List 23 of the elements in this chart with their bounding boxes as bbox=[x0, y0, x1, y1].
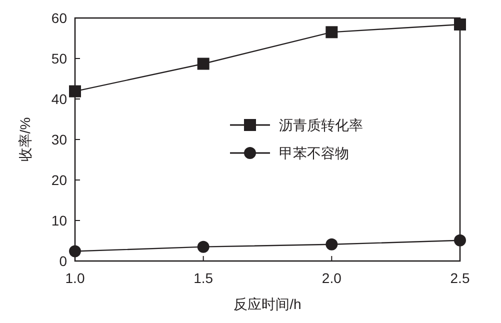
x-tick-label: 1.5 bbox=[194, 270, 214, 286]
y-tick-label: 10 bbox=[51, 212, 68, 228]
y-tick-label: 20 bbox=[51, 172, 68, 188]
point bbox=[454, 18, 466, 30]
x-tick-label: 2.0 bbox=[322, 270, 342, 286]
point bbox=[326, 238, 338, 250]
point bbox=[69, 245, 81, 258]
point bbox=[197, 240, 210, 253]
x-tick-label: 2.5 bbox=[450, 270, 470, 286]
y-tick-label: 30 bbox=[51, 132, 68, 148]
y-tick-label: 0 bbox=[59, 253, 68, 269]
legend-label: 沥青质转化率 bbox=[279, 117, 363, 133]
x-axis-title: 反应时间/h bbox=[234, 296, 302, 312]
x-tick-label: 1.0 bbox=[65, 270, 85, 286]
point bbox=[69, 85, 81, 98]
legend-label: 甲苯不容物 bbox=[279, 145, 349, 161]
point bbox=[197, 58, 210, 70]
y-tick-label: 60 bbox=[51, 10, 68, 26]
y-tick-label: 50 bbox=[51, 50, 68, 66]
point bbox=[326, 26, 338, 38]
point bbox=[454, 234, 466, 246]
y-axis-title: 收率/% bbox=[17, 117, 33, 162]
y-tick-label: 40 bbox=[51, 91, 68, 107]
